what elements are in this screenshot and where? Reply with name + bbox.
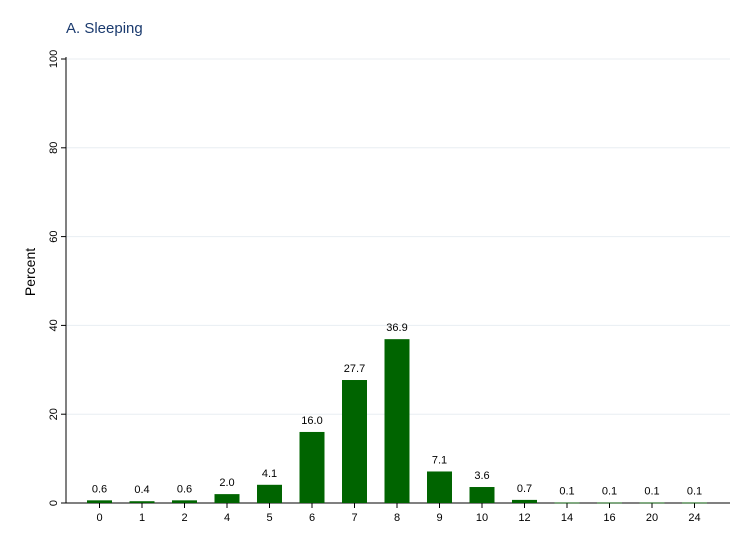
- y-tick-label: 80: [48, 142, 60, 154]
- bar-10: [469, 487, 495, 503]
- bar-24: [682, 502, 707, 504]
- data-label: 36.9: [386, 322, 407, 334]
- data-label: 0.1: [687, 486, 702, 498]
- x-tick-label: 12: [518, 512, 530, 524]
- x-tick-label: 6: [309, 512, 315, 524]
- data-label: 16.0: [301, 415, 322, 427]
- bar-12: [512, 499, 537, 503]
- bar-9: [427, 471, 452, 503]
- bar-0: [87, 500, 112, 503]
- bar-14: [554, 502, 580, 504]
- x-tick-label: 16: [603, 512, 615, 524]
- bar-4: [214, 494, 240, 503]
- x-tick-label: 0: [96, 512, 102, 524]
- x-tick-label: 5: [266, 512, 272, 524]
- data-label: 0.7: [517, 483, 532, 495]
- y-tick-label: 100: [48, 50, 60, 68]
- data-label: 4.1: [262, 468, 277, 480]
- chart-title: A. Sleeping: [66, 20, 143, 37]
- y-tick-label: 20: [48, 408, 60, 420]
- bar-8: [384, 339, 410, 503]
- bar-2: [172, 500, 197, 503]
- data-label: 0.1: [559, 486, 574, 498]
- data-label: 2.0: [219, 477, 234, 489]
- bar-1: [129, 501, 155, 503]
- x-tick-label: 1: [139, 512, 145, 524]
- y-tick-label: 0: [48, 500, 60, 506]
- x-tick-label: 20: [646, 512, 658, 524]
- x-tick-label: 2: [181, 512, 187, 524]
- y-axis-label: Percent: [22, 248, 38, 296]
- data-label: 3.6: [474, 470, 489, 482]
- bars: [87, 339, 707, 504]
- x-tick-label: 7: [351, 512, 357, 524]
- data-labels: 0.6 0.4 0.6 2.0 4.1 16.0 27.7 36.9 7.1 3.6 0.7 0.1 0…: [92, 322, 702, 497]
- data-label: 0.1: [602, 486, 617, 498]
- y-tick-label: 40: [48, 319, 60, 331]
- x-tick-label: 10: [476, 512, 488, 524]
- x-tick-label: 4: [224, 512, 230, 524]
- bar-20: [639, 502, 665, 504]
- data-label: 0.6: [177, 483, 192, 495]
- bar-6: [299, 431, 325, 503]
- data-label: 0.6: [92, 483, 107, 495]
- data-label: 7.1: [432, 454, 447, 466]
- bar-7: [342, 380, 367, 503]
- bar-16: [597, 502, 622, 504]
- x-tick-label: 8: [394, 512, 400, 524]
- data-label: 27.7: [344, 363, 365, 375]
- y-tick-label: 60: [48, 230, 60, 242]
- x-tick-label: 14: [561, 512, 573, 524]
- data-label: 0.4: [134, 484, 149, 496]
- x-tick-label: 24: [688, 512, 700, 524]
- data-label: 0.1: [644, 486, 659, 498]
- bar-5: [257, 484, 282, 503]
- x-tick-label: 9: [436, 512, 442, 524]
